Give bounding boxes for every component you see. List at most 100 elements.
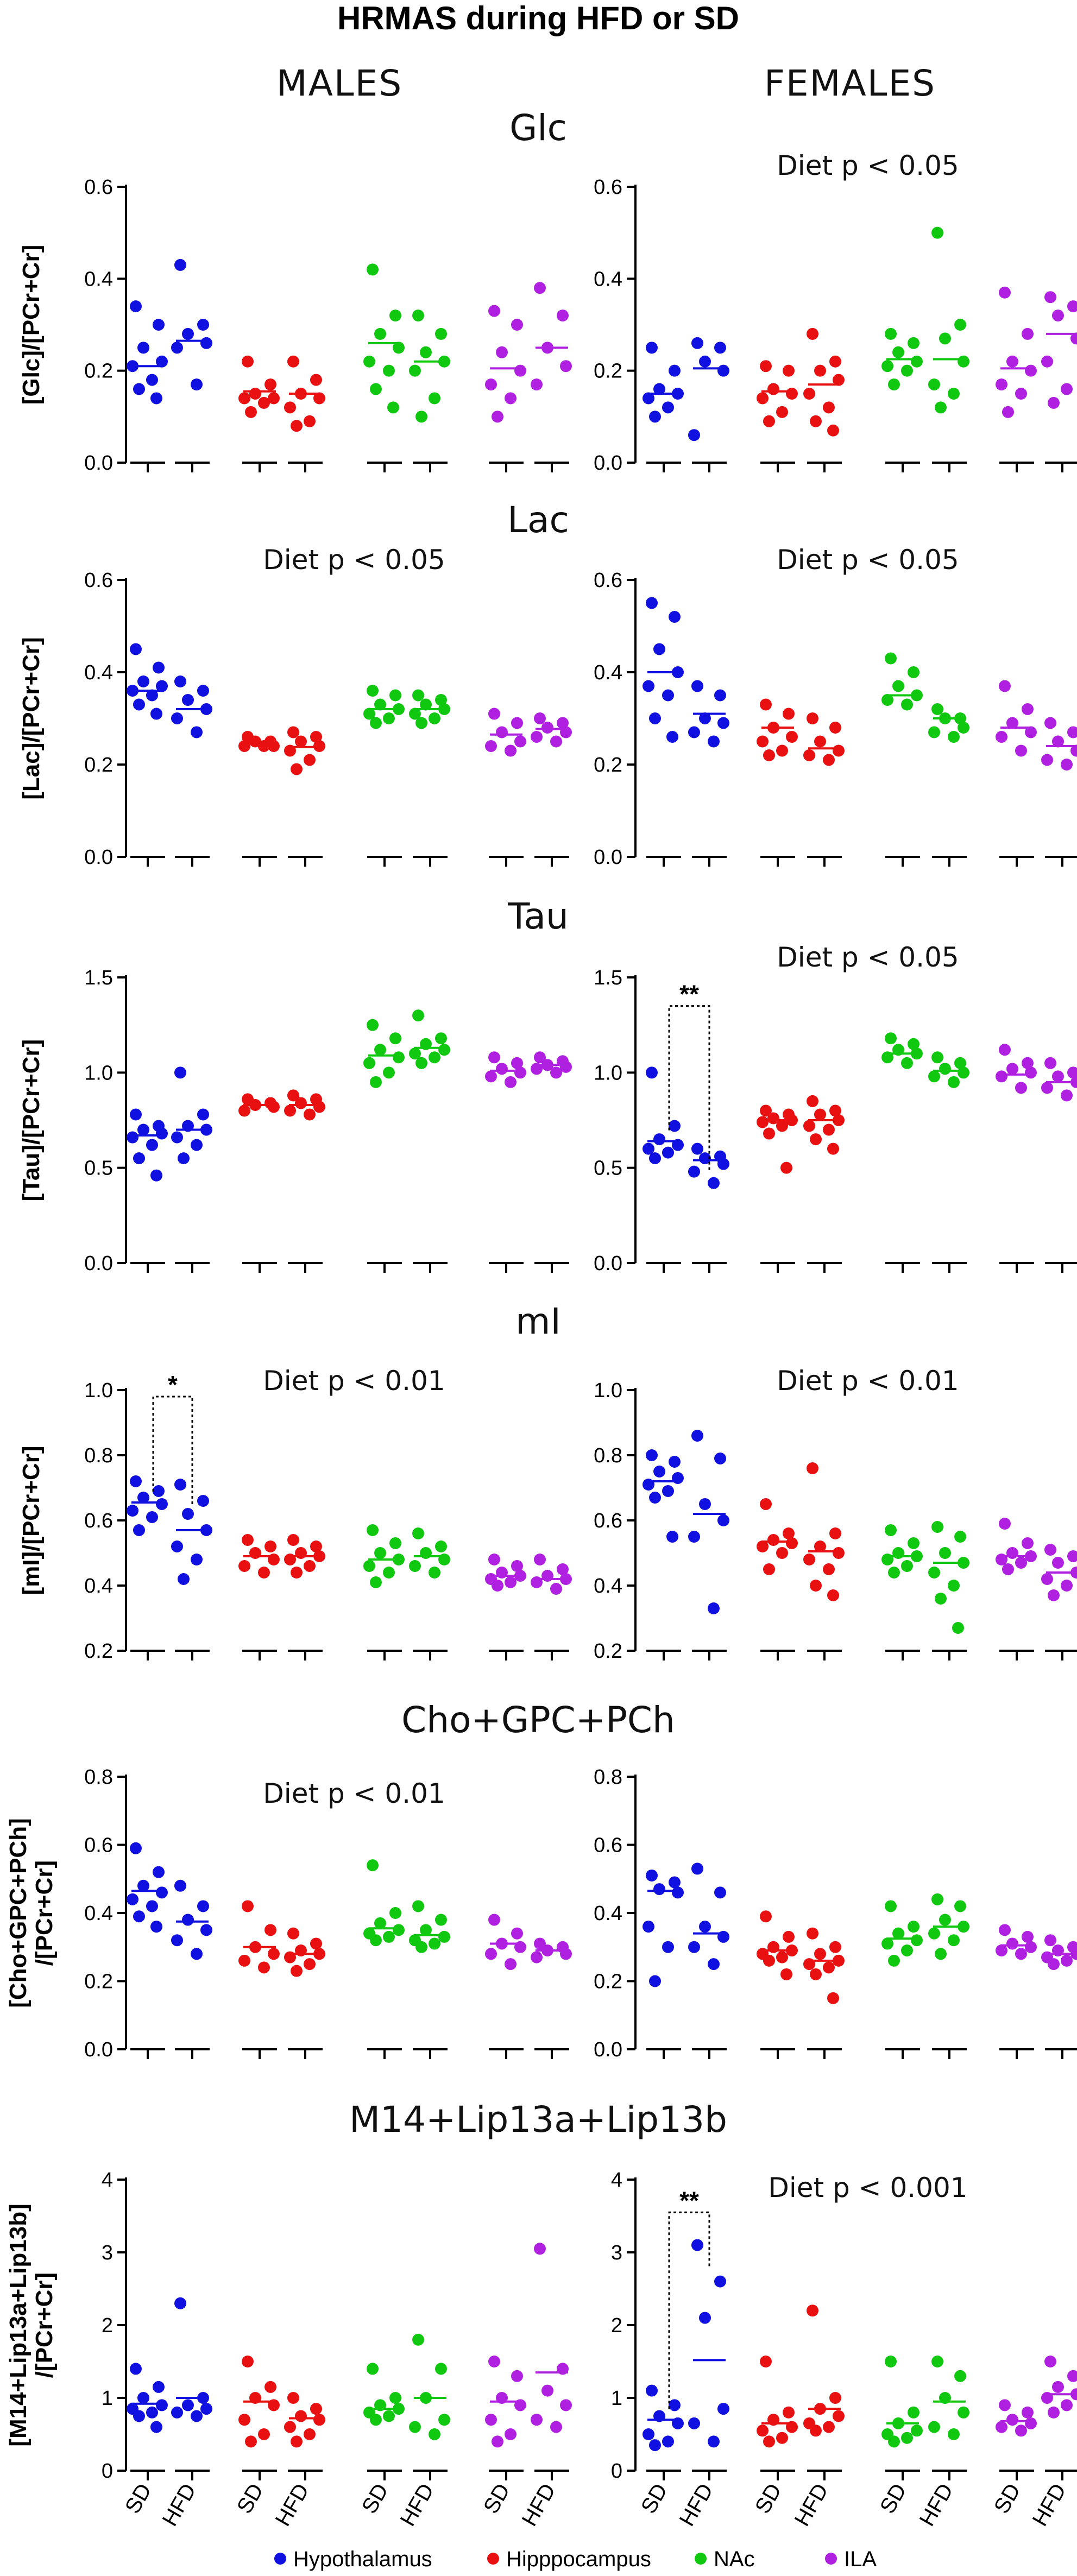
- data-point: [174, 258, 186, 271]
- y-tick-label: 2: [611, 2314, 622, 2337]
- data-point: [496, 346, 508, 358]
- y-tick-label: 0.0: [594, 2038, 622, 2061]
- data-point: [370, 1076, 382, 1088]
- data-point: [939, 1547, 951, 1559]
- significance-bracket: [668, 1005, 710, 1171]
- group-sd-3: [238, 731, 280, 752]
- data-point: [438, 1930, 450, 1943]
- group-hfd-2: [171, 1066, 212, 1165]
- data-point: [948, 731, 960, 743]
- data-point: [409, 1560, 421, 1572]
- data-point: [954, 319, 966, 331]
- group-hfd-4: [284, 1534, 325, 1579]
- data-point: [783, 2406, 795, 2419]
- data-point: [803, 749, 815, 761]
- data-point: [245, 406, 257, 418]
- y-tick-label: 0.6: [594, 569, 622, 592]
- group-hfd-6: [409, 1009, 450, 1069]
- data-point: [908, 2406, 919, 2419]
- x-tick-label: HFD: [396, 2480, 439, 2530]
- data-point: [892, 680, 904, 692]
- data-point: [560, 360, 572, 372]
- data-point: [374, 698, 386, 711]
- data-point: [485, 1948, 497, 1960]
- data-point: [901, 1057, 913, 1069]
- group-hfd-8: [1041, 2356, 1077, 2419]
- data-point: [763, 1954, 775, 1967]
- legend-item: NAc: [695, 2547, 755, 2571]
- data-point: [699, 2312, 711, 2324]
- data-point: [156, 355, 168, 368]
- data-point: [238, 1104, 250, 1117]
- group-sd-1: [127, 1842, 168, 1933]
- data-point: [1048, 2406, 1060, 2419]
- significance-label: **: [679, 2186, 699, 2214]
- data-point: [653, 643, 665, 655]
- data-point: [389, 310, 401, 322]
- y-tick-label: 0.0: [594, 452, 622, 475]
- group-sd-3: [757, 1910, 798, 1980]
- group-sd-7: [485, 305, 526, 423]
- group-sd-5: [881, 327, 923, 391]
- data-point: [496, 1063, 508, 1075]
- data-point: [669, 1456, 681, 1468]
- data-point: [370, 383, 382, 395]
- data-point: [901, 2432, 913, 2444]
- data-point: [1015, 1948, 1027, 1960]
- y-axis-label-line: [M14+Lip13a+Lip13b]: [5, 2204, 32, 2446]
- data-point: [952, 1622, 964, 1634]
- y-tick-label: 0: [611, 2460, 622, 2483]
- data-point: [127, 1505, 138, 1517]
- data-point: [948, 1580, 960, 1592]
- data-point: [714, 342, 726, 354]
- data-point: [931, 1051, 943, 1064]
- data-point: [514, 1066, 526, 1079]
- data-point: [776, 1120, 788, 1132]
- data-point: [557, 310, 569, 322]
- data-point: [295, 2410, 307, 2422]
- group-hfd-2: [688, 1430, 729, 1614]
- data-point: [310, 1937, 322, 1950]
- data-point: [760, 1104, 772, 1117]
- data-point: [1015, 2425, 1027, 2437]
- data-point: [691, 1142, 703, 1155]
- data-point: [757, 1540, 769, 1552]
- data-point: [807, 2304, 818, 2317]
- data-point: [688, 726, 700, 738]
- data-point: [511, 1057, 523, 1069]
- group-sd-3: [238, 1900, 280, 1974]
- data-point: [827, 424, 839, 437]
- data-point: [885, 2356, 897, 2367]
- data-point: [780, 1968, 792, 1980]
- data-point: [412, 2333, 424, 2346]
- data-point: [911, 1934, 923, 1947]
- y-tick-label: 0.8: [594, 1444, 622, 1467]
- x-tick-label: HFD: [518, 2480, 560, 2530]
- data-point: [931, 226, 943, 239]
- data-point: [150, 1169, 162, 1182]
- data-point: [653, 1133, 665, 1146]
- group-hfd-6: [928, 2356, 969, 2440]
- data-point: [1067, 726, 1077, 738]
- x-tick-label: HFD: [271, 2480, 314, 2530]
- data-point: [776, 1951, 788, 1963]
- data-point: [389, 2392, 401, 2404]
- y-tick-label: 1.5: [84, 967, 113, 989]
- data-point: [511, 1560, 523, 1572]
- data-point: [662, 1941, 674, 1953]
- group-hfd-4: [284, 2392, 325, 2448]
- data-point: [435, 1032, 447, 1045]
- data-point: [429, 392, 440, 405]
- x-tick-label: SD: [876, 2480, 911, 2518]
- data-point: [488, 1914, 500, 1926]
- data-point: [823, 754, 835, 766]
- y-tick-label: 0.4: [594, 1902, 622, 1925]
- group-hfd-6: [409, 689, 450, 729]
- data-point: [885, 1524, 897, 1536]
- data-point: [803, 1554, 815, 1565]
- data-point: [130, 1108, 142, 1121]
- data-point: [485, 378, 497, 391]
- data-point: [550, 2421, 562, 2433]
- data-point: [409, 2421, 421, 2433]
